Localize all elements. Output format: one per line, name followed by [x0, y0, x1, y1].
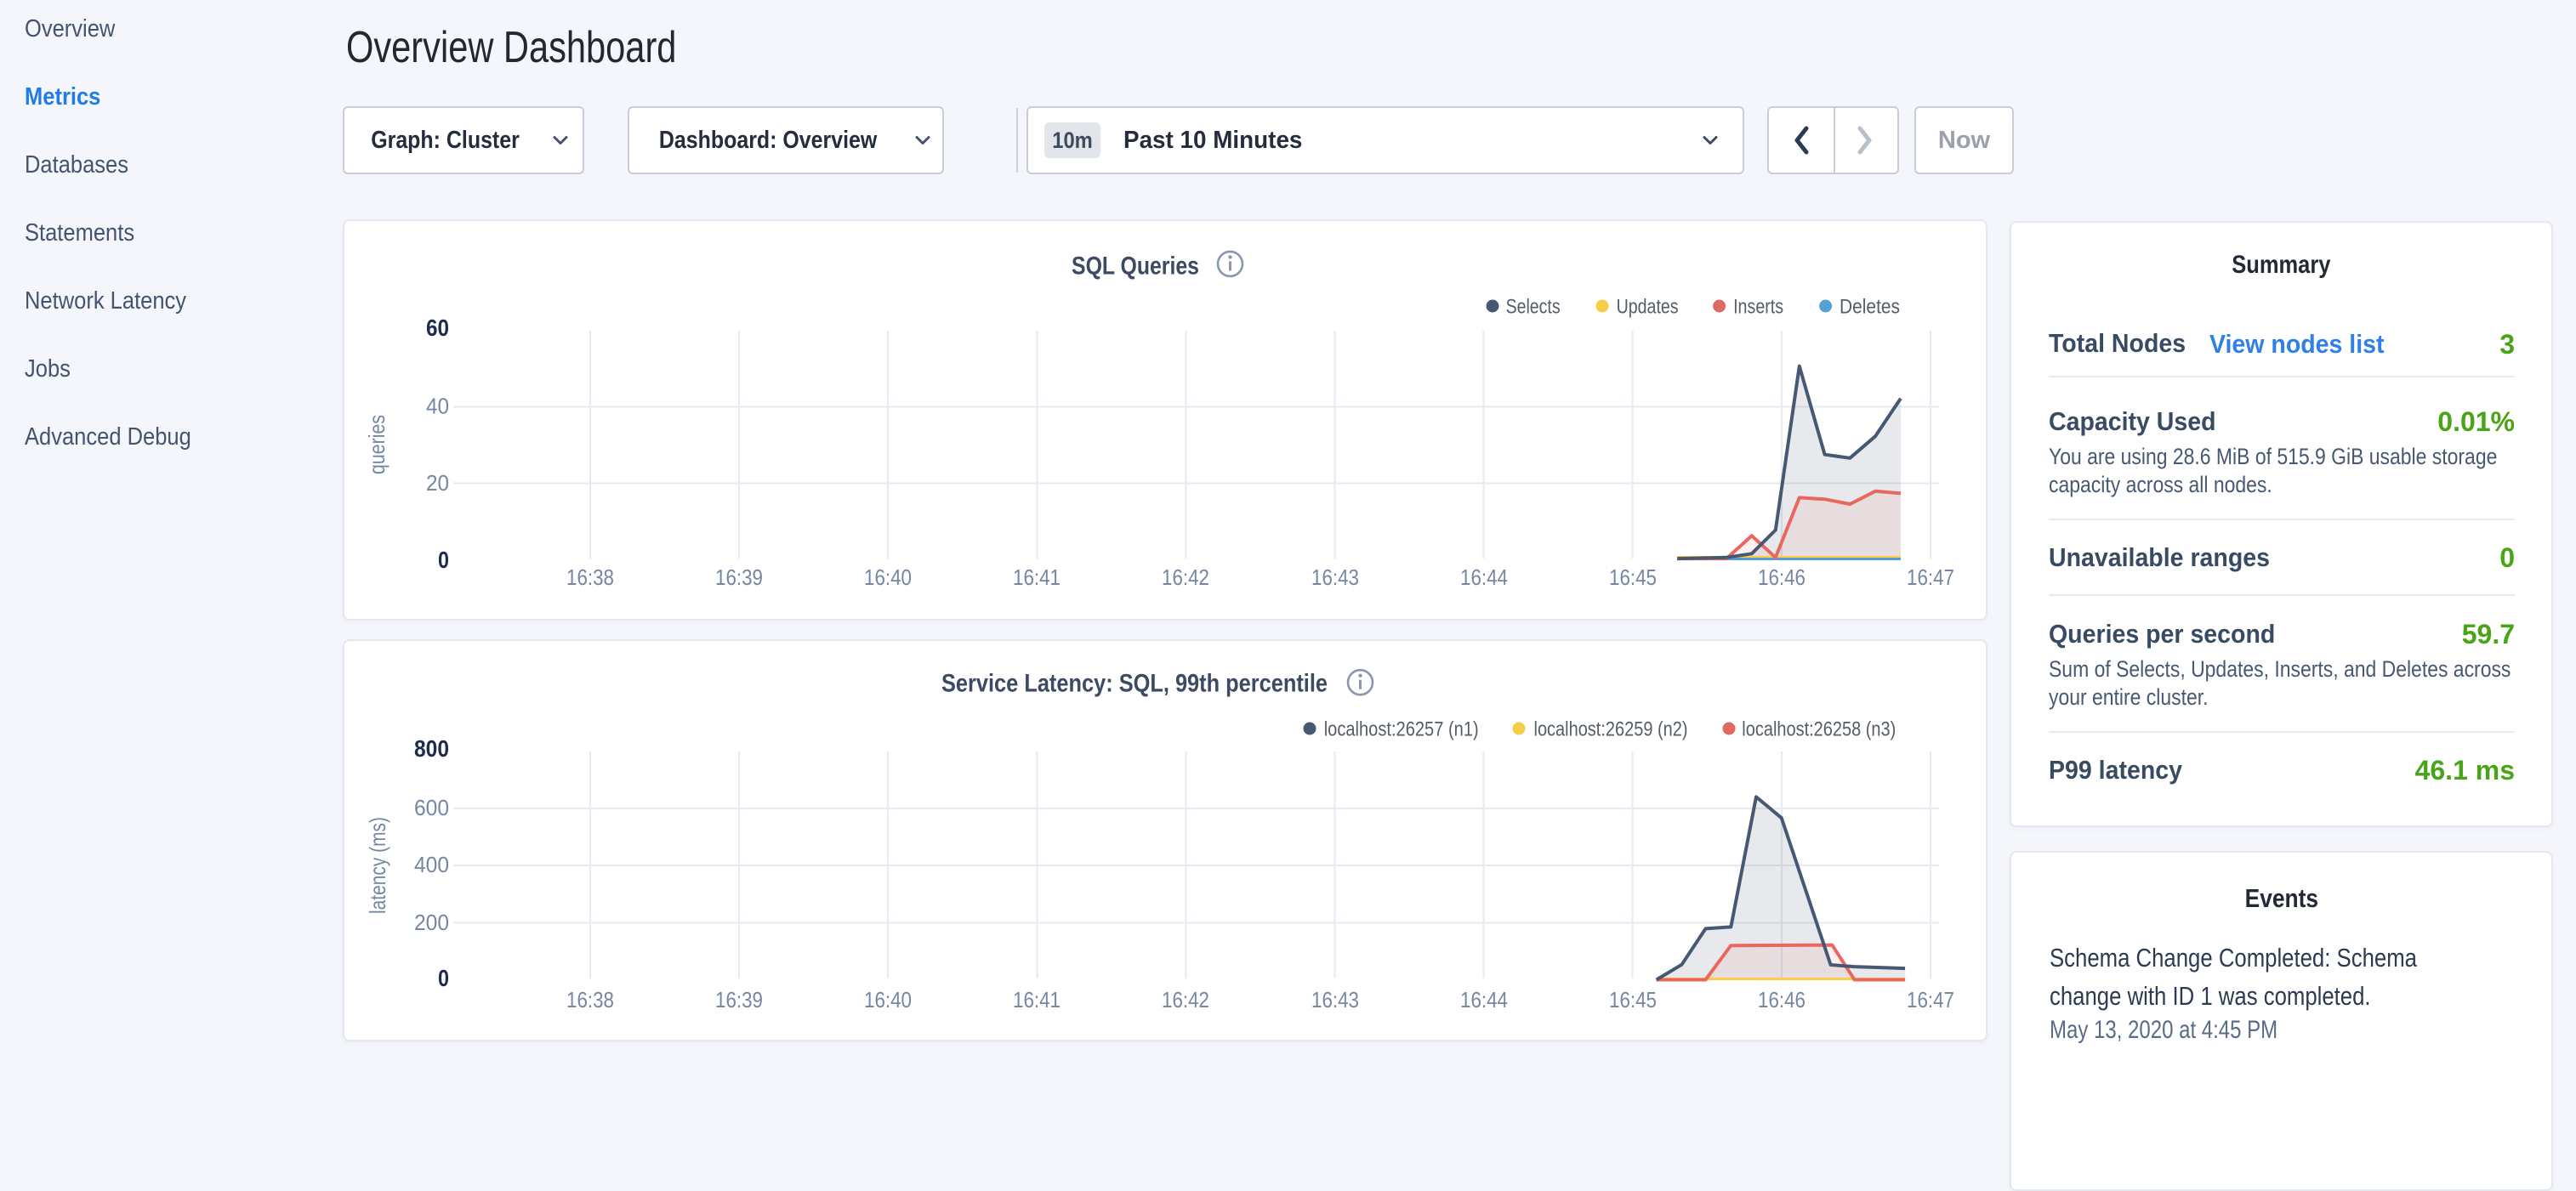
- svg-text:16:42: 16:42: [1162, 564, 1209, 590]
- svg-text:400: 400: [414, 852, 449, 877]
- svg-text:16:40: 16:40: [864, 564, 912, 590]
- svg-text:latency (ms): latency (ms): [365, 817, 390, 914]
- svg-text:40: 40: [426, 394, 449, 419]
- svg-text:16:44: 16:44: [1460, 987, 1508, 1012]
- svg-text:16:39: 16:39: [715, 987, 763, 1012]
- svg-text:16:43: 16:43: [1311, 564, 1359, 590]
- svg-text:localhost:26259 (n2): localhost:26259 (n2): [1534, 718, 1688, 741]
- svg-text:0: 0: [438, 547, 449, 573]
- svg-text:16:38: 16:38: [566, 987, 614, 1012]
- svg-text:16:41: 16:41: [1013, 987, 1061, 1012]
- svg-text:0: 0: [438, 965, 449, 991]
- svg-text:16:45: 16:45: [1609, 987, 1657, 1012]
- svg-text:200: 200: [414, 910, 449, 935]
- svg-text:16:42: 16:42: [1162, 987, 1209, 1012]
- svg-text:16:47: 16:47: [1907, 987, 1954, 1012]
- svg-text:Inserts: Inserts: [1733, 296, 1783, 319]
- svg-text:16:41: 16:41: [1013, 564, 1061, 590]
- svg-text:Deletes: Deletes: [1840, 296, 1900, 319]
- svg-text:16:45: 16:45: [1609, 564, 1657, 590]
- svg-text:16:46: 16:46: [1758, 564, 1805, 590]
- svg-text:Updates: Updates: [1617, 296, 1679, 319]
- svg-text:16:46: 16:46: [1758, 987, 1805, 1012]
- svg-text:Selects: Selects: [1506, 296, 1561, 319]
- svg-text:16:44: 16:44: [1460, 564, 1508, 590]
- svg-text:16:39: 16:39: [715, 564, 763, 590]
- svg-text:60: 60: [426, 315, 449, 341]
- svg-text:16:43: 16:43: [1311, 987, 1359, 1012]
- svg-text:800: 800: [414, 735, 449, 762]
- svg-text:SQL Queries: SQL Queries: [1072, 252, 1199, 281]
- svg-text:16:40: 16:40: [864, 987, 912, 1012]
- svg-text:16:38: 16:38: [566, 564, 614, 590]
- svg-text:localhost:26257 (n1): localhost:26257 (n1): [1324, 718, 1479, 741]
- svg-text:localhost:26258 (n3): localhost:26258 (n3): [1742, 718, 1896, 741]
- svg-text:16:47: 16:47: [1907, 564, 1954, 590]
- svg-text:20: 20: [426, 470, 449, 496]
- svg-text:queries: queries: [364, 415, 390, 474]
- svg-text:600: 600: [414, 795, 449, 820]
- svg-text:Service Latency: SQL, 99th per: Service Latency: SQL, 99th percentile: [941, 670, 1328, 698]
